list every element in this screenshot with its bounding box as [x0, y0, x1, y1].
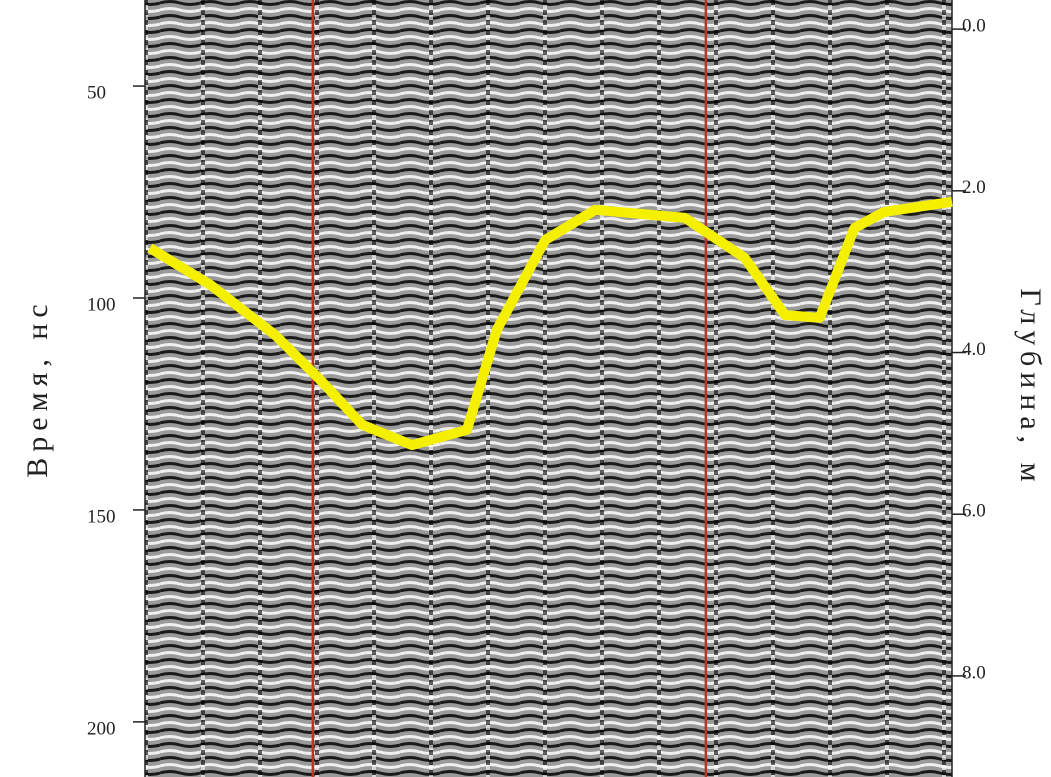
y2-tick-label: 2.0	[962, 177, 986, 198]
y2-axis-label: Глубина, м	[1014, 288, 1047, 487]
y2-tick-label: 4.0	[962, 339, 986, 360]
horizon-line	[147, 196, 953, 451]
y-axis-label: Время, нс	[21, 298, 54, 477]
radargram-traces	[145, 0, 952, 777]
y2-tick-label: 0.0	[962, 15, 986, 36]
y-tick-label: 150	[87, 506, 116, 527]
y-tick-label: 100	[87, 294, 116, 315]
y-tick-label: 200	[87, 718, 116, 739]
y2-tick-label: 8.0	[962, 662, 986, 683]
y-tick-label: 50	[87, 82, 106, 103]
y2-tick-label: 6.0	[962, 501, 986, 522]
